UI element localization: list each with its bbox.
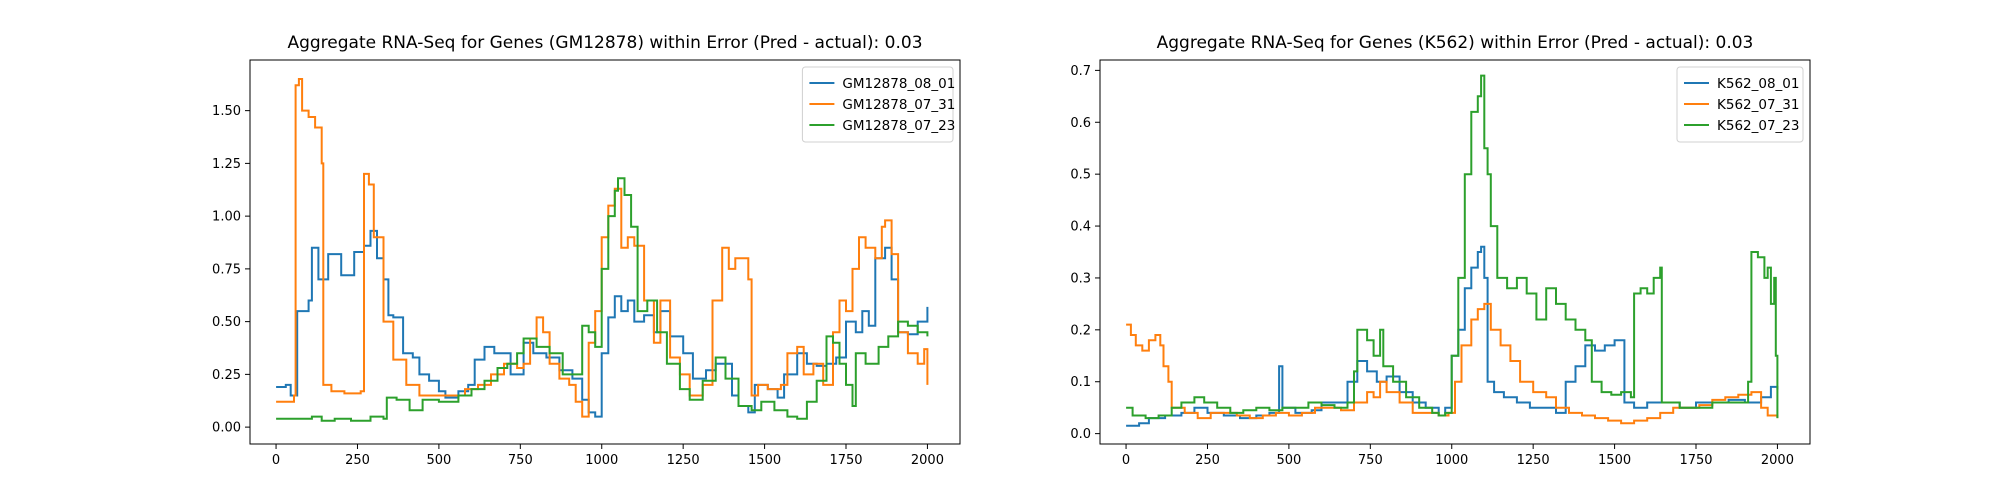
series-line-3 [276, 177, 929, 422]
chart-title: Aggregate RNA-Seq for Genes (K562) withi… [1157, 33, 1754, 53]
x-tick-label: 1250 [1517, 453, 1550, 468]
y-tick-label: 1.50 [212, 104, 241, 119]
x-tick-label: 500 [426, 453, 451, 468]
x-tick-label: 1000 [1435, 453, 1468, 468]
x-tick-label: 250 [345, 453, 370, 468]
legend-label: GM12878_08_01 [842, 76, 955, 92]
x-tick-label: 0 [272, 453, 280, 468]
x-tick-label: 500 [1276, 453, 1301, 468]
x-tick-label: 1000 [585, 453, 618, 468]
legend-label: K562_07_31 [1717, 97, 1799, 113]
x-tick-label: 2000 [911, 453, 944, 468]
y-tick-label: 0.25 [212, 368, 241, 383]
chart-1: 0 250 500 750 1000 1250 1500 1750 2000 0.00 0.25 0.… [212, 33, 961, 468]
legend-label: GM12878_07_23 [842, 118, 955, 134]
legend: K562_08_01 K562_07_31 K562_07_23 [1676, 66, 1804, 143]
y-tick-label: 0.1 [1070, 375, 1091, 390]
series-line-2 [276, 78, 929, 418]
y-tick-label: 1.00 [212, 210, 241, 225]
series-line-3 [1126, 74, 1779, 420]
x-tick-label: 750 [1358, 453, 1383, 468]
x-tick-label: 1500 [1598, 453, 1631, 468]
y-tick-label: 0.4 [1070, 220, 1091, 235]
plot-frame [1099, 59, 1811, 445]
y-tick-label: 0.00 [212, 421, 241, 436]
x-tick-label: 1750 [1679, 453, 1712, 468]
x-tick-label: 1750 [829, 453, 862, 468]
y-tick-label: 1.25 [212, 157, 241, 172]
plot-frame [249, 59, 961, 445]
chart-2: 0 250 500 750 1000 1250 1500 1750 2000 0.0 0.1 0.2 0… [1070, 33, 1811, 468]
y-tick-label: 0.2 [1070, 323, 1091, 338]
x-tick-label: 1500 [748, 453, 781, 468]
y-tick-label: 0.50 [212, 315, 241, 330]
legend-label: K562_08_01 [1717, 76, 1799, 92]
y-tick-label: 0.3 [1070, 271, 1091, 286]
x-tick-label: 750 [508, 453, 533, 468]
x-tick-label: 250 [1195, 453, 1220, 468]
x-tick-label: 2000 [1761, 453, 1794, 468]
x-tick-label: 0 [1122, 453, 1130, 468]
legend-box [801, 66, 954, 143]
y-tick-label: 0.0 [1070, 427, 1091, 442]
legend-label: GM12878_07_31 [842, 97, 955, 113]
legend: GM12878_08_01 GM12878_07_31 GM12878_07_23 [801, 66, 955, 143]
x-tick-label: 1250 [667, 453, 700, 468]
series-line-2 [1126, 302, 1779, 425]
y-tick-label: 0.75 [212, 262, 241, 277]
legend-label: K562_07_23 [1717, 118, 1799, 134]
y-tick-label: 0.7 [1070, 64, 1091, 79]
chart-title: Aggregate RNA-Seq for Genes (GM12878) wi… [287, 33, 922, 53]
y-tick-label: 0.6 [1070, 116, 1091, 131]
y-tick-label: 0.5 [1070, 168, 1091, 183]
legend-box [1676, 66, 1804, 143]
